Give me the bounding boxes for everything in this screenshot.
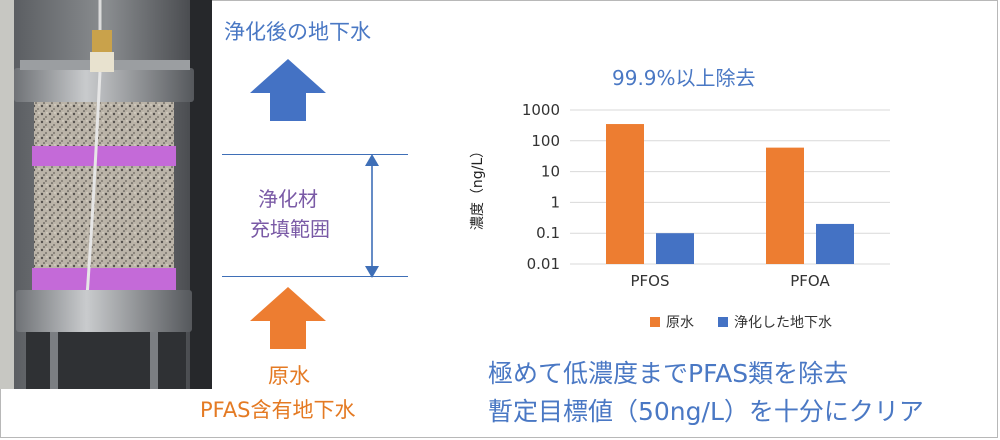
bar-pfos-series-1 [656, 233, 694, 264]
legend-swatch-blue [718, 317, 728, 327]
legend-label-purified: 浄化した地下水 [734, 315, 832, 331]
media-range-label-1: 浄化材 [258, 187, 318, 211]
x-tick-label: PFOA [790, 272, 830, 290]
range-double-arrow-icon [365, 154, 379, 278]
media-range-label-2: 充填範囲 [250, 217, 330, 241]
legend-raw-water: 原水 [650, 312, 694, 332]
raw-water-sub-label: PFAS含有地下水 [200, 398, 356, 422]
column-illustration [0, 0, 212, 389]
y-tick-label: 1 [550, 193, 560, 211]
raw-water-label: 原水 [268, 364, 310, 388]
legend-label-raw: 原水 [666, 315, 694, 331]
y-tick-label: 0.1 [536, 224, 560, 242]
bar-pfoa-series-1 [816, 223, 854, 264]
x-tick-label: PFOS [630, 272, 669, 290]
y-tick-label: 1000 [522, 101, 560, 119]
purified-water-label: 浄化後の地下水 [224, 20, 371, 44]
y-tick-label: 0.01 [527, 255, 560, 273]
caption-line-2: 暫定目標値（50ng/L）を十分にクリア [488, 397, 924, 426]
column-photo [0, 0, 212, 389]
media-top-guide [222, 154, 408, 155]
bar-pfos-series-0 [606, 124, 644, 265]
media-bottom-guide [222, 276, 408, 277]
y-tick-label: 100 [531, 132, 560, 150]
concentration-chart: 1000 100 10 1 0.1 0.01 濃度（ng/L） PFOS PFOA [470, 101, 890, 290]
y-axis-label: 濃度（ng/L） [470, 144, 486, 230]
legend-swatch-orange [650, 317, 660, 327]
legend-purified-water: 浄化した地下水 [718, 312, 832, 332]
up-arrow-blue-icon [250, 59, 326, 121]
y-tick-label: 10 [541, 163, 560, 181]
caption-line-1: 極めて低濃度までPFAS類を除去 [488, 359, 849, 388]
chart-title: 99.9%以上除去 [612, 66, 756, 90]
up-arrow-orange-icon [250, 287, 326, 349]
bar-pfoa-series-0 [766, 147, 804, 264]
